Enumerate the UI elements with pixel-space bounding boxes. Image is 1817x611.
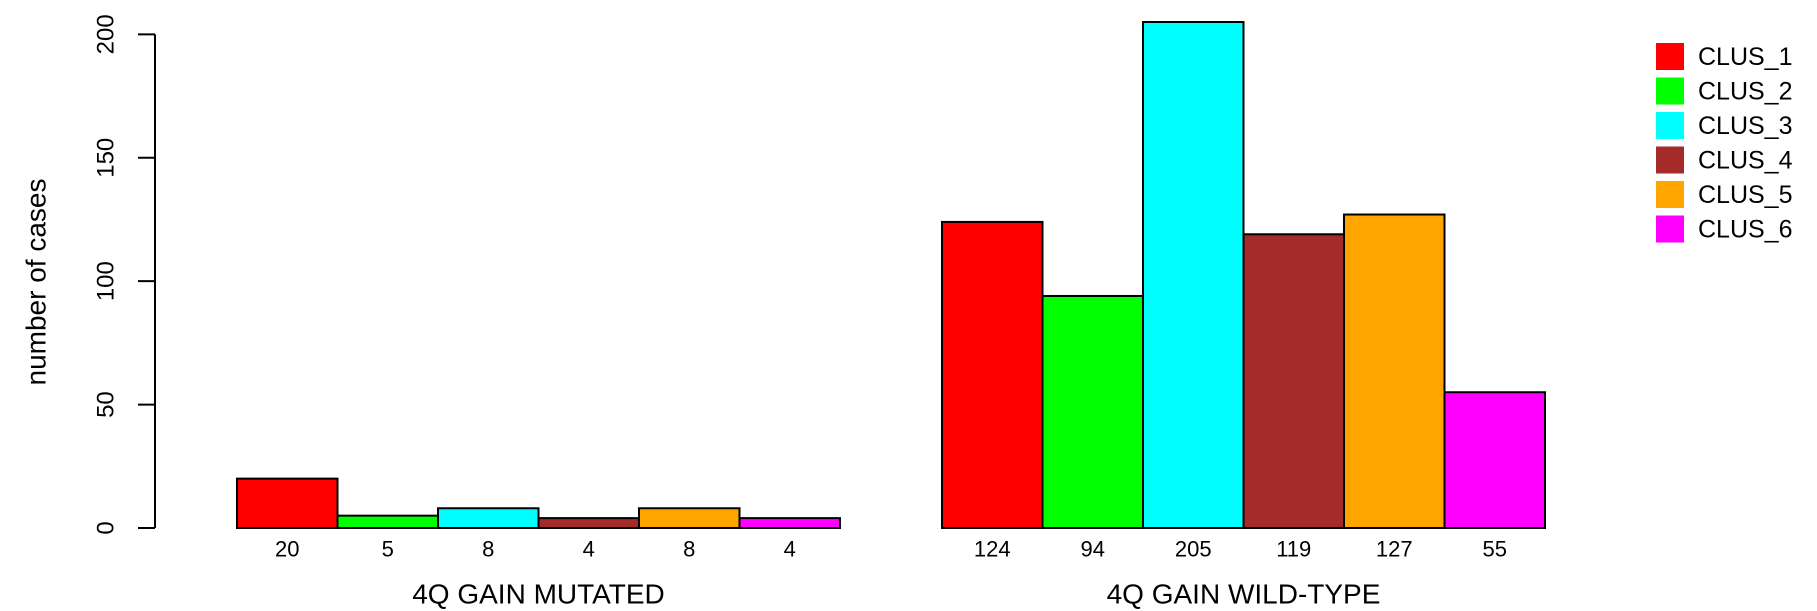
bar-4q-gain-wild-type-clus_2: [1041, 294, 1144, 530]
bar-value-label: 8: [482, 537, 494, 562]
bar-value-label: 5: [382, 537, 394, 562]
bar-value-label: 8: [683, 537, 695, 562]
bar-value-label: 124: [974, 537, 1011, 562]
bar-4q-gain-mutated-clus_5: [638, 507, 741, 530]
legend-swatch-clus_6: [1656, 215, 1684, 243]
bar-value-label: 205: [1175, 537, 1212, 562]
legend-swatch-clus_1: [1656, 43, 1684, 70]
bar-value-label: 55: [1483, 537, 1507, 562]
legend-label: CLUS_3: [1698, 112, 1793, 140]
bar-4q-gain-wild-type-clus_3: [1142, 21, 1245, 529]
bar-4q-gain-mutated-clus_1: [236, 477, 339, 530]
legend-swatch-clus_4: [1656, 146, 1684, 174]
bar-value-label: 127: [1376, 537, 1413, 562]
group-labels: 4Q GAIN MUTATED 4Q GAIN WILD-TYPE: [412, 579, 1380, 610]
legend-label: CLUS_4: [1698, 147, 1793, 175]
bar-4q-gain-wild-type-clus_1: [941, 220, 1044, 529]
y-axis: 0 50 100 150 200: [93, 14, 156, 535]
y-tick-label: 200: [93, 14, 120, 54]
bar-value-label: 94: [1081, 537, 1105, 562]
bar-4q-gain-wild-type-clus_4: [1242, 233, 1345, 530]
legend-label: CLUS_5: [1698, 181, 1793, 209]
bar-4q-gain-mutated-clus_6: [738, 517, 841, 530]
legend-swatch-clus_3: [1656, 112, 1684, 139]
legend-swatch-clus_5: [1656, 181, 1684, 208]
legend-label: CLUS_1: [1698, 43, 1793, 71]
bar-value-label: 119: [1276, 537, 1311, 562]
y-tick-label: 150: [93, 138, 120, 178]
group-label: 4Q GAIN WILD-TYPE: [1107, 579, 1381, 610]
bar-4q-gain-wild-type-clus_5: [1343, 213, 1446, 529]
bar-value-label: 20: [275, 537, 299, 562]
group-label: 4Q GAIN MUTATED: [412, 579, 665, 610]
legend-swatch-clus_2: [1656, 77, 1684, 105]
y-axis-title: number of cases: [21, 179, 52, 386]
bar-4q-gain-mutated-clus_3: [437, 507, 540, 530]
bar-value-labels: 20 5 8 4 8 4 124 94 205 119 127 55: [275, 537, 1507, 562]
bar-value-label: 4: [583, 537, 595, 562]
legend-label: CLUS_2: [1698, 78, 1793, 106]
legend-label: CLUS_6: [1698, 216, 1793, 244]
y-tick-label: 100: [93, 261, 120, 301]
legend: CLUS_1 CLUS_2 CLUS_3 CLUS_4 CLUS_5 CLUS_6: [1656, 43, 1793, 244]
bar-4q-gain-mutated-clus_2: [336, 514, 439, 529]
bar-value-label: 4: [784, 537, 796, 562]
y-tick-label: 0: [93, 521, 120, 534]
bars: [236, 21, 1546, 530]
bar-4q-gain-mutated-clus_4: [537, 517, 640, 530]
y-tick-label: 50: [93, 391, 120, 418]
bar-4q-gain-wild-type-clus_6: [1443, 391, 1546, 529]
